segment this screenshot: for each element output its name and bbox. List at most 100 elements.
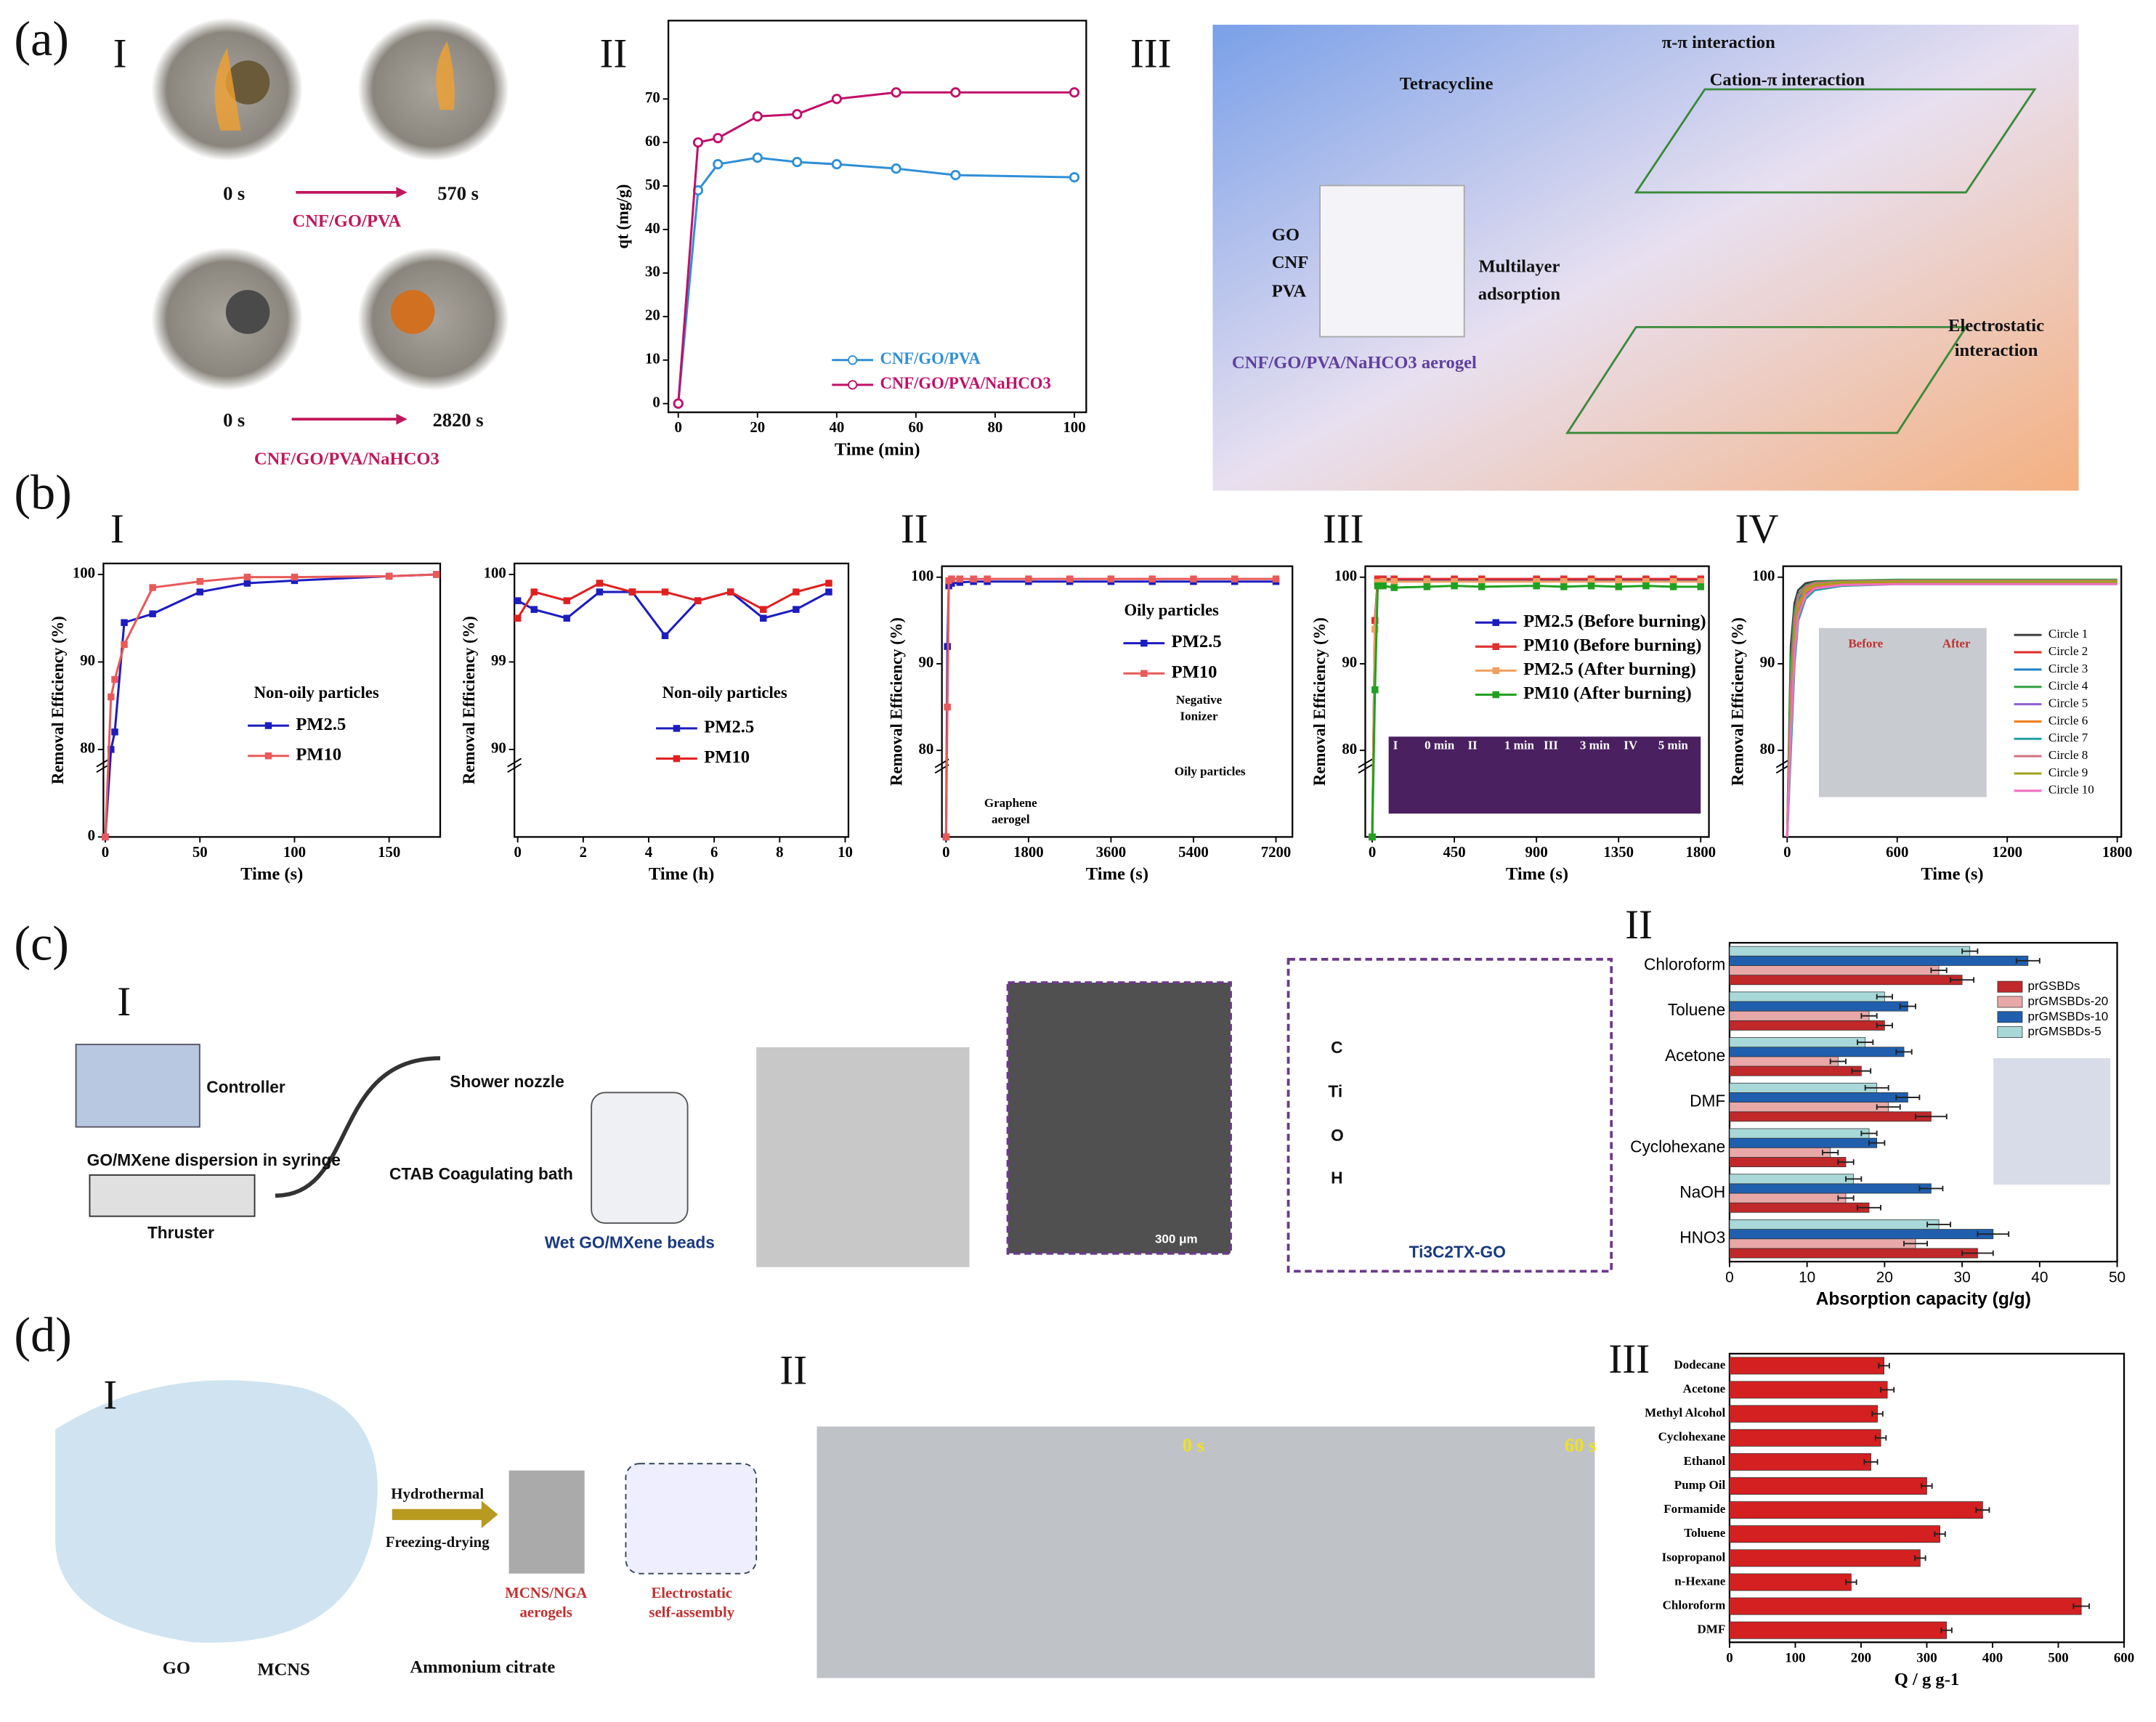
legend-swatch bbox=[1140, 639, 1148, 647]
x-tick-label: 0 bbox=[514, 843, 521, 861]
marker bbox=[956, 579, 963, 586]
time-label: 0 s bbox=[223, 409, 245, 431]
y-tick-label: Toluene bbox=[1668, 1000, 1725, 1019]
marker bbox=[596, 588, 604, 596]
error-bar bbox=[1860, 1130, 1878, 1137]
x-tick-label: 50 bbox=[192, 843, 208, 861]
x-axis-label: Time (s) bbox=[1506, 864, 1568, 884]
x-tick-label: 100 bbox=[283, 843, 306, 861]
bar bbox=[1729, 1202, 1870, 1213]
marker bbox=[752, 153, 763, 163]
legend-label: PM10 bbox=[296, 744, 341, 764]
element-label: C bbox=[1331, 1038, 1342, 1057]
error-bar bbox=[1921, 1483, 1933, 1489]
x-tick-label: 100 bbox=[1063, 418, 1085, 436]
schematic-label: CNF bbox=[1272, 253, 1309, 272]
chart: 0 600 1200 1800 Time (s) 80 90 100 Removal Effic… bbox=[1728, 565, 2132, 884]
marker bbox=[1190, 575, 1197, 582]
x-tick-label: 6 bbox=[710, 843, 718, 861]
y-tick-label: Formamide bbox=[1663, 1502, 1726, 1516]
marker bbox=[942, 833, 950, 841]
figure-text: (a) (b) (c) (d) I II III I II III IV I I… bbox=[14, 11, 2044, 1679]
error-bar bbox=[1926, 1222, 1952, 1227]
image-layer bbox=[55, 17, 2111, 1678]
flame bbox=[436, 41, 455, 110]
legend-label: CNF/GO/PVA bbox=[880, 349, 981, 367]
legend-title: Oily particles bbox=[1124, 601, 1219, 619]
bar bbox=[1729, 1047, 1905, 1057]
error-bar bbox=[1899, 1003, 1917, 1010]
annotation: Oily particles bbox=[1175, 764, 1246, 778]
marker bbox=[1231, 575, 1239, 582]
annotation: 1 min bbox=[1504, 738, 1535, 752]
error-bar bbox=[1876, 994, 1893, 1000]
legend-label: PM10 bbox=[1172, 662, 1217, 682]
marker bbox=[1272, 575, 1280, 582]
y-tick-label: 100 bbox=[1752, 567, 1775, 585]
error-bar bbox=[1876, 1023, 1893, 1028]
y-tick-label: 90 bbox=[1342, 654, 1357, 671]
bar bbox=[1729, 1357, 1885, 1375]
marker bbox=[692, 137, 704, 148]
x-tick-label: 0 bbox=[102, 843, 109, 861]
x-tick-label: 500 bbox=[2048, 1650, 2068, 1665]
sub-label: I bbox=[113, 31, 127, 77]
photo bbox=[756, 1047, 970, 1267]
material-label: CNF/GO/PVA bbox=[292, 211, 401, 231]
marker bbox=[108, 693, 115, 701]
marker bbox=[514, 597, 522, 604]
marker bbox=[1587, 577, 1595, 585]
error-bar bbox=[1874, 1434, 1887, 1441]
time-label: 0 s bbox=[223, 182, 245, 204]
marker bbox=[1025, 575, 1032, 582]
time-label: 570 s bbox=[437, 182, 479, 204]
marker bbox=[1642, 577, 1650, 585]
marker bbox=[1423, 577, 1431, 585]
legend-label: Circle 7 bbox=[2048, 731, 2088, 744]
bar bbox=[1729, 1219, 1940, 1230]
legend-swatch bbox=[1492, 619, 1499, 626]
marker bbox=[891, 87, 901, 98]
diagram-label: Electrostatic bbox=[651, 1584, 732, 1601]
bar bbox=[1729, 1525, 1940, 1543]
bar bbox=[1729, 1174, 1855, 1185]
marker bbox=[984, 575, 991, 582]
y-tick-label: Acetone bbox=[1665, 1046, 1725, 1065]
legend-swatch bbox=[848, 355, 858, 365]
marker bbox=[102, 833, 109, 841]
marker bbox=[825, 588, 832, 596]
legend-label: Ammonium citrate bbox=[410, 1657, 555, 1677]
diagram-label: Hydrothermal bbox=[391, 1485, 484, 1503]
tube bbox=[275, 1056, 440, 1198]
marker bbox=[1669, 577, 1677, 585]
y-tick-label: 100 bbox=[1334, 567, 1357, 585]
marker bbox=[433, 571, 440, 578]
chart: 0 10 20 30 40 50 Absorption capacity (g/g) Chlo… bbox=[1630, 941, 2125, 1309]
chart: 0 1800 3600 5400 7200 Time (s) 80 90 100 Removal … bbox=[887, 565, 1294, 884]
marker bbox=[1642, 582, 1650, 590]
y-tick-label: 0 bbox=[652, 393, 660, 410]
marker bbox=[1374, 575, 1382, 582]
x-tick-label: 20 bbox=[1876, 1269, 1893, 1286]
error-bar bbox=[1895, 1049, 1913, 1055]
scale-bar: 300 μm bbox=[1155, 1232, 1198, 1246]
legend-label: prGMSBDs-10 bbox=[2028, 1010, 2109, 1023]
marker bbox=[385, 572, 393, 580]
element-label: H bbox=[1331, 1169, 1342, 1187]
marker bbox=[530, 588, 538, 596]
schematic-label: Multilayer bbox=[1478, 257, 1560, 277]
marker bbox=[1374, 582, 1382, 590]
bar bbox=[1729, 1065, 1862, 1076]
error-bar bbox=[1880, 1386, 1895, 1393]
diagram-label: Thruster bbox=[147, 1223, 214, 1242]
x-tick-label: 100 bbox=[1785, 1650, 1805, 1665]
dispersion-blob bbox=[55, 1380, 378, 1643]
x-axis-label: Time (s) bbox=[240, 864, 303, 884]
chart: 0 450 900 1350 1800 Time (s) 80 90 100 Removal Ef… bbox=[1310, 565, 1716, 884]
error-bar bbox=[1950, 977, 1975, 983]
marker bbox=[713, 159, 724, 170]
plot-frame bbox=[102, 562, 442, 838]
marker bbox=[1379, 582, 1387, 590]
error-bar bbox=[1940, 1627, 1953, 1633]
marker bbox=[291, 573, 299, 581]
